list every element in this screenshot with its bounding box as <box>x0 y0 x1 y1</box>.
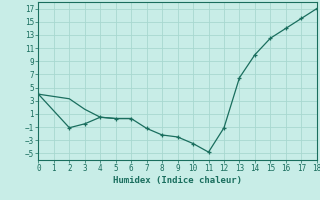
X-axis label: Humidex (Indice chaleur): Humidex (Indice chaleur) <box>113 176 242 185</box>
